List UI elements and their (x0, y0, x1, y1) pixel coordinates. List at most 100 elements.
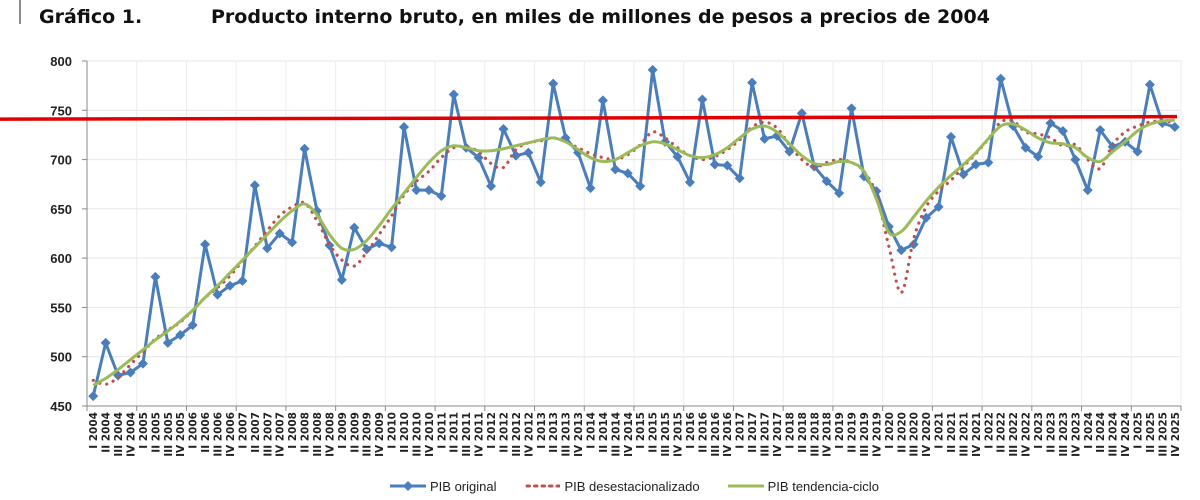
x-tick-label: II 2009 (349, 412, 361, 453)
y-tick-label: 650 (50, 202, 72, 217)
x-tick-label: III 2006 (213, 412, 225, 457)
x-tick-label: III 2022 (1008, 412, 1020, 457)
x-tick-label: IV 2017 (772, 412, 784, 457)
data-point-marker (448, 89, 459, 100)
x-tick-label: I 2014 (585, 412, 597, 449)
x-tick-label: III 2023 (1058, 412, 1070, 457)
data-point-marker (486, 181, 497, 192)
x-tick-label: III 2012 (511, 412, 523, 457)
x-tick-label: III 2008 (312, 412, 324, 457)
x-tick-label: II 2005 (150, 412, 162, 453)
x-tick-label: II 2020 (896, 412, 908, 453)
x-tick-label: I 2006 (188, 412, 200, 449)
solid-line-icon (727, 484, 764, 488)
data-point-marker (287, 237, 298, 248)
data-point-marker (672, 151, 683, 162)
data-point-marker (921, 212, 932, 223)
x-tick-label: II 2012 (498, 412, 510, 453)
data-point-marker (386, 242, 397, 253)
x-tick-label: I 2008 (287, 412, 299, 449)
data-point-marker (1082, 185, 1093, 196)
data-point-marker (1095, 125, 1106, 135)
x-tick-label: II 2014 (598, 412, 610, 453)
data-point-marker (399, 122, 410, 133)
x-tick-label: I 2025 (1132, 412, 1144, 449)
x-tick-label: I 2004 (88, 412, 100, 449)
data-point-marker (970, 159, 981, 170)
x-tick-label: IV 2021 (971, 412, 983, 457)
x-tick-label: I 2022 (983, 412, 995, 449)
x-tick-label: II 2015 (648, 412, 660, 453)
data-point-marker (498, 124, 509, 135)
x-tick-label: III 2005 (163, 412, 175, 457)
title-divider (19, 0, 21, 24)
y-tick-label: 550 (50, 300, 72, 315)
data-point-marker (224, 280, 235, 291)
data-point-marker (709, 159, 720, 170)
data-point-marker (821, 176, 832, 187)
x-tick-label: III 2015 (660, 412, 672, 457)
x-tick-label: II 2018 (797, 412, 809, 453)
x-tick-label: II 2013 (548, 412, 560, 453)
data-point-marker (274, 228, 285, 239)
x-tick-label: IV 2016 (722, 412, 734, 457)
data-point-marker (958, 169, 969, 180)
x-tick-label: II 2004 (101, 412, 113, 453)
data-point-marker (1070, 154, 1081, 165)
data-point-marker (187, 320, 198, 331)
x-tick-label: III 2009 (362, 412, 374, 457)
figure-title: Producto interno bruto, en miles de mill… (211, 6, 990, 28)
y-tick-label: 800 (50, 54, 72, 69)
data-point-marker (734, 173, 745, 184)
data-point-marker (162, 337, 173, 348)
x-tick-label: III 2018 (809, 412, 821, 457)
data-point-marker (436, 191, 447, 202)
data-point-marker (200, 239, 211, 250)
dotted-line-icon (525, 484, 561, 488)
line-diamond-icon (390, 481, 426, 491)
data-point-marker (374, 238, 385, 249)
x-tick-label: III 2019 (859, 412, 871, 457)
data-point-marker (1144, 79, 1155, 90)
data-point-marker (137, 358, 148, 369)
data-point-marker (933, 201, 944, 212)
data-point-marker (349, 222, 360, 233)
x-tick-label: IV 2009 (374, 412, 386, 457)
figure-header: Gráfico 1. Producto interno bruto, en mi… (0, 0, 1200, 44)
x-tick-label: I 2009 (337, 412, 349, 449)
x-tick-label: II 2019 (847, 412, 859, 453)
data-point-marker (262, 243, 273, 254)
data-point-marker (212, 289, 223, 300)
data-point-marker (473, 152, 484, 163)
data-point-marker (336, 274, 347, 285)
data-point-marker (896, 245, 907, 256)
data-point-marker (1057, 125, 1068, 136)
x-tick-label: II 2023 (1045, 412, 1057, 453)
legend-label: PIB original (430, 478, 497, 494)
x-tick-label: II 2021 (946, 412, 958, 453)
x-tick-label: II 2024 (1095, 412, 1107, 453)
x-tick-label: IV 2006 (225, 412, 237, 457)
x-tick-label: III 2010 (411, 412, 423, 457)
x-tick-label: IV 2015 (673, 412, 685, 457)
data-point-marker (747, 77, 758, 88)
data-point-marker (1132, 146, 1143, 157)
y-tick-label: 700 (50, 153, 72, 168)
x-tick-label: III 2020 (909, 412, 921, 457)
legend-item-pib-desestacionalizado: PIB desestacionalizado (524, 479, 700, 494)
x-tick-label: IV 2008 (324, 412, 336, 457)
data-point-marker (88, 391, 99, 402)
reference-line (0, 114, 1178, 121)
data-point-marker (585, 183, 596, 194)
data-point-marker (684, 177, 695, 188)
y-tick-label: 500 (50, 350, 72, 365)
chart-legend: PIB original PIB desestacionalizado PIB … (390, 476, 879, 496)
data-point-marker (946, 131, 957, 142)
data-point-marker (299, 143, 310, 154)
x-tick-label: III 2024 (1108, 412, 1120, 457)
x-tick-label: II 2022 (996, 412, 1008, 453)
x-tick-label: IV 2010 (424, 412, 436, 457)
x-tick-label: III 2004 (113, 412, 125, 457)
x-tick-label: I 2018 (784, 412, 796, 449)
x-tick-label: III 2011 (461, 412, 473, 457)
